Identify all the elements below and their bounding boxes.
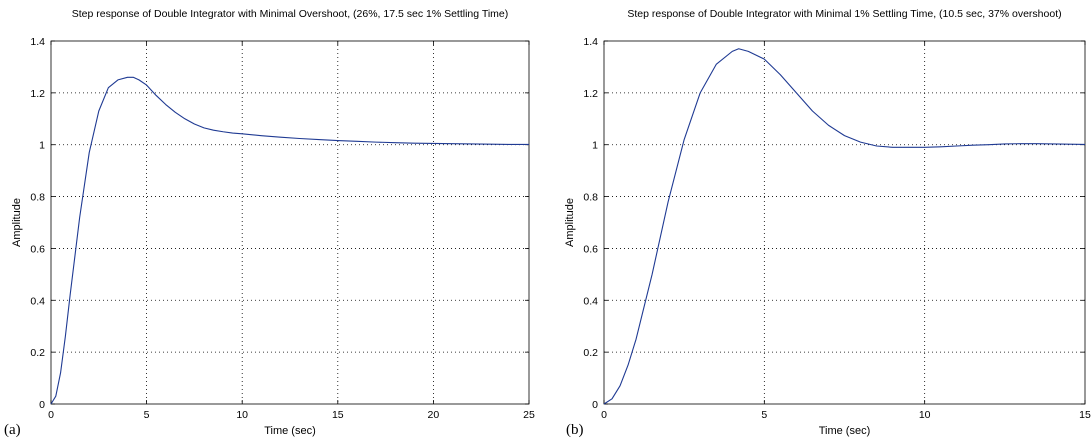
x-axis-label: Time (sec) [264,425,316,437]
chart-title: Step response of Double Integrator with … [72,8,509,20]
y-axis-label: Amplitude [564,198,576,247]
y-tick-label: 0.8 [583,192,598,204]
y-tick-label: 1.4 [30,36,45,48]
axes-box [603,40,1086,405]
y-tick-label: 1 [39,140,45,152]
y-axis-label: Amplitude [11,198,23,247]
y-tick-label: 1.4 [583,36,598,48]
y-tick-label: 0.2 [583,347,598,359]
y-tick-label: 0.4 [30,295,45,307]
y-tick-label: 0.6 [583,243,598,255]
y-tick-label: 0.6 [30,243,45,255]
y-tick-label: 1.2 [30,88,45,100]
x-tick-label: 0 [48,409,54,421]
chart-panel-a: 0 5 10 15 20 25 0 0.2 0.4 0.6 0.8 1 1.2 1.4 Step respo… [4,8,535,438]
x-tick-label: 10 [919,409,931,421]
y-tick-label: 1 [592,140,598,152]
y-tick-label: 0 [39,399,45,411]
x-axis-label: Time (sec) [819,425,871,437]
y-tick-label: 0 [592,399,598,411]
series-line-0 [50,76,529,405]
chart-panel-b: 0 5 10 15 0 0.2 0.4 0.6 0.8 1 1.2 1.4 Step response … [564,8,1091,438]
y-tick-label: 0.4 [583,295,598,307]
panel-letter: (b) [566,422,584,438]
series-line-0 [603,48,1086,405]
x-tick-label: 0 [601,409,607,421]
x-tick-label: 25 [523,409,535,421]
x-tick-label: 20 [428,409,440,421]
panel-letter: (a) [4,422,21,438]
y-tick-label: 0.2 [30,347,45,359]
x-tick-label: 5 [761,409,767,421]
x-tick-label: 15 [1079,409,1091,421]
y-tick-label: 0.8 [30,192,45,204]
x-tick-label: 15 [332,409,344,421]
y-tick-label: 1.2 [583,88,598,100]
axes-box [50,40,530,405]
x-tick-label: 5 [144,409,150,421]
chart-title: Step response of Double Integrator with … [627,8,1061,20]
x-tick-label: 10 [236,409,248,421]
